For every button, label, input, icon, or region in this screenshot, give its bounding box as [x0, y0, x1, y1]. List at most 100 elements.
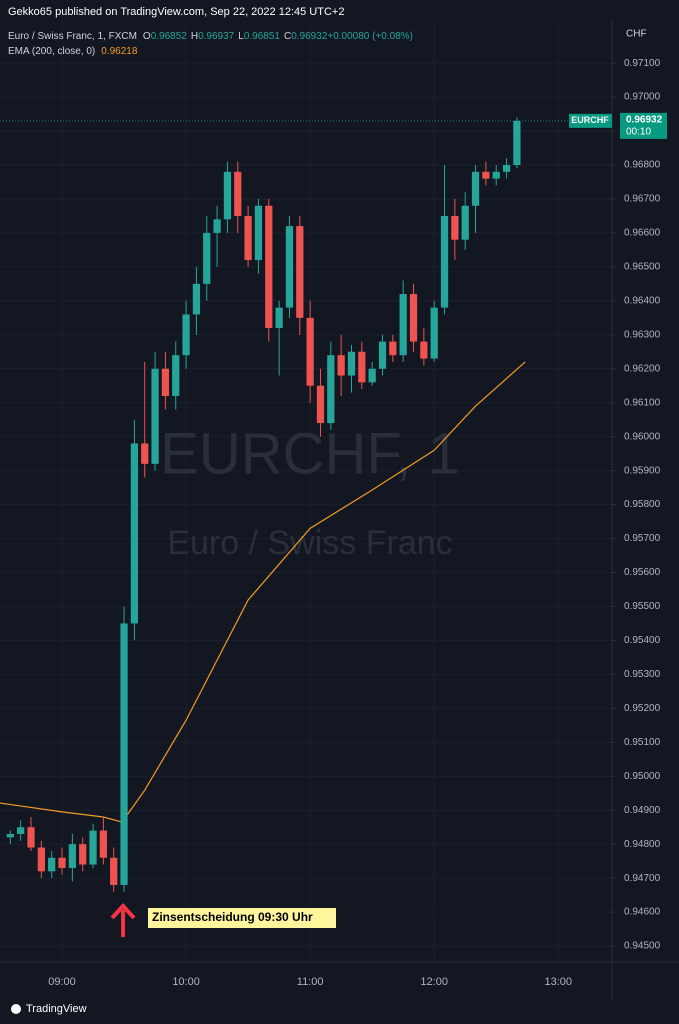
x-tick-label: 09:00	[48, 976, 76, 988]
y-tick-label: 0.95000	[624, 771, 661, 782]
candle-body	[327, 355, 335, 424]
ema-legend: EMA (200, close, 0) 0.96218	[8, 46, 138, 57]
ema-last: 0.96218	[101, 46, 138, 57]
x-tick-label: 11:00	[297, 976, 324, 988]
y-tick-label: 0.97100	[624, 58, 661, 69]
candle-body	[192, 283, 201, 315]
candle-body	[347, 351, 356, 376]
currency: CHF	[626, 29, 647, 40]
ohlc-value: 0.96932	[291, 31, 328, 42]
candle-body	[358, 351, 366, 383]
candle-body	[368, 368, 376, 383]
y-tick-label: 0.95900	[624, 465, 661, 476]
ohlc-value: 0.96852	[151, 31, 188, 42]
symbol-line: Euro / Swiss Franc, 1, FXCM	[8, 31, 137, 42]
y-tick-label: 0.94700	[624, 873, 661, 884]
candle-body	[48, 857, 56, 872]
candle-body	[203, 232, 211, 284]
footer-bar	[0, 1000, 679, 1024]
candle-body	[513, 120, 521, 166]
symbol-tag	[569, 113, 612, 128]
y-tick-label: 0.95700	[624, 533, 661, 544]
legend: Euro / Swiss Franc, 1, FXCM O0.96852 H0.96…	[8, 31, 413, 42]
candle-body	[440, 215, 449, 308]
candle-body	[27, 827, 35, 848]
candle-body	[223, 171, 232, 220]
price-tag	[620, 112, 667, 139]
y-tick-label: 0.95200	[624, 703, 661, 714]
y-tick-label: 0.96300	[624, 329, 661, 340]
ohlc-value: 0.96937	[198, 31, 235, 42]
candle-body	[337, 355, 345, 376]
x-tick-label: 13:00	[544, 976, 572, 988]
annotation-text: Zinsentscheidung 09:30 Uhr	[152, 910, 313, 924]
symbol-tag-text: EURCHF	[571, 115, 609, 125]
ema-line	[0, 361, 526, 823]
y-tick-label: 0.95300	[624, 669, 661, 680]
candle-body	[151, 368, 159, 464]
y-tick-label: 0.96600	[624, 228, 661, 239]
x-tick-label: 10:00	[172, 976, 200, 988]
y-tick-label: 0.96000	[624, 431, 661, 442]
candle-body	[99, 830, 107, 858]
ohlc-value: +0.00080 (+0.08%)	[327, 31, 413, 42]
candle-body	[6, 833, 14, 838]
candle-body	[451, 215, 459, 240]
candle-body	[471, 171, 480, 206]
candle-body	[130, 443, 139, 624]
candle-body	[306, 317, 314, 386]
y-tick-label: 0.94900	[624, 805, 661, 816]
header-bar	[0, 0, 679, 22]
y-tick-label: 0.96100	[624, 397, 661, 408]
annotation-arrow	[110, 903, 136, 937]
candle-body	[254, 205, 263, 261]
candle-body	[430, 307, 438, 359]
candle-body	[492, 171, 500, 179]
y-tick-label: 0.94800	[624, 839, 661, 850]
candle-body	[420, 341, 428, 359]
candle-body	[161, 368, 170, 396]
y-tick-label: 0.96400	[624, 295, 661, 306]
tv-logo	[11, 1004, 21, 1014]
candle-body	[275, 307, 283, 329]
candle-body	[296, 226, 304, 318]
annotation-box	[148, 908, 336, 928]
candle-body	[110, 857, 118, 885]
candle-body	[389, 341, 397, 356]
y-tick-label: 0.96200	[624, 363, 661, 374]
ema-name: EMA (200, close, 0)	[8, 46, 95, 57]
y-tick-label: 0.97000	[624, 92, 661, 103]
ohlc-label: C	[284, 31, 291, 42]
candle-body	[89, 830, 97, 865]
candle-body	[172, 355, 180, 396]
candle-body	[502, 165, 511, 172]
y-tick-label: 0.94500	[624, 941, 661, 952]
candle-body	[265, 205, 273, 329]
candle-body	[409, 294, 418, 342]
countdown-text: 00:10	[626, 126, 651, 137]
candle-body	[37, 847, 45, 872]
footer: TradingView	[26, 1003, 87, 1015]
y-tick-label: 0.95800	[624, 499, 661, 510]
candle-body	[378, 341, 387, 369]
y-tick-label: 0.96700	[624, 194, 661, 205]
y-tick-label: 0.94600	[624, 907, 661, 918]
candle-body	[141, 443, 149, 464]
candle-body	[244, 215, 252, 261]
candle-body	[213, 219, 221, 233]
ohlc-label: H	[191, 31, 198, 42]
candle-body	[58, 857, 66, 868]
candle-body	[234, 171, 242, 216]
price-tag-text: 0.96932	[626, 114, 663, 125]
y-tick-label: 0.95100	[624, 737, 661, 748]
ohlc-label: O	[143, 31, 151, 42]
candle-body	[120, 623, 128, 885]
y-tick-label: 0.96500	[624, 262, 661, 273]
candle-body	[316, 385, 325, 424]
candle-body	[182, 314, 190, 356]
y-tick-label: 0.95600	[624, 567, 661, 578]
candle-body	[461, 205, 469, 240]
ohlc-label: L	[238, 31, 244, 42]
